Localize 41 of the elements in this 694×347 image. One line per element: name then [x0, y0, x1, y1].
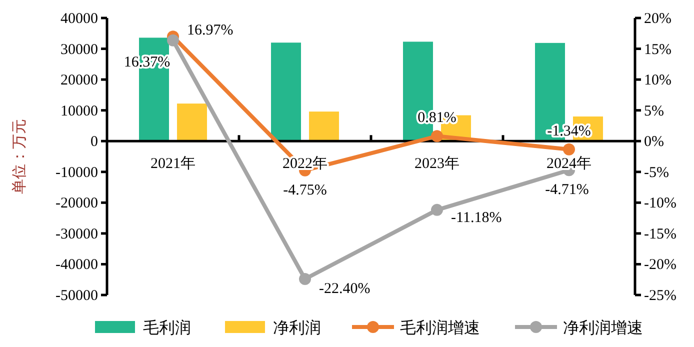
- bar: [271, 42, 301, 142]
- y2-tick-label: 5%: [644, 103, 664, 120]
- point: [167, 34, 179, 46]
- x-tick-label: 2023年: [414, 155, 460, 172]
- y-tick-label: -50000: [56, 288, 98, 304]
- x-tick-label: 2024年: [546, 155, 592, 172]
- y2-tick-label: -10%: [644, 196, 676, 212]
- bar: [177, 104, 207, 142]
- y-axis-title: 单位：万元: [11, 119, 28, 194]
- y2-tick-label: -20%: [644, 257, 676, 274]
- y2-tick-label: -5%: [644, 164, 669, 181]
- y2-tick-label: 0%: [644, 134, 664, 150]
- legend-label: 毛利润增速: [400, 319, 480, 337]
- legend-label: 毛利润: [143, 319, 191, 337]
- y-tick-label: 40000: [60, 11, 98, 27]
- y-tick-label: 0: [90, 134, 98, 150]
- legend-label: 净利润: [273, 319, 321, 337]
- data-label: -4.75%: [283, 182, 327, 198]
- data-label: -22.40%: [319, 280, 370, 297]
- y-tick-label: -10000: [56, 164, 98, 181]
- y-tick-label: -40000: [56, 257, 98, 274]
- y2-tick-label: 15%: [644, 42, 672, 58]
- data-label: -11.18%: [451, 210, 502, 226]
- point: [431, 204, 443, 216]
- y-tick-label: -20000: [56, 196, 98, 212]
- y2-tick-label: 20%: [644, 11, 672, 27]
- data-label: -4.71%: [545, 182, 589, 198]
- x-tick-label: 2021年: [150, 155, 196, 172]
- y-tick-label: 20000: [60, 72, 98, 89]
- point: [563, 143, 575, 156]
- y2-tick-label: -25%: [644, 288, 676, 304]
- point: [431, 130, 443, 142]
- bar: [309, 112, 339, 142]
- y-tick-label: 30000: [60, 42, 98, 58]
- data-label: 16.97%: [187, 22, 234, 39]
- legend-label: 净利润增速: [563, 319, 643, 337]
- y2-tick-label: 10%: [644, 72, 672, 89]
- point: [299, 272, 311, 285]
- y2-tick-label: -15%: [644, 226, 676, 242]
- y-tick-label: 10000: [60, 103, 98, 120]
- y-tick-label: -30000: [56, 226, 98, 242]
